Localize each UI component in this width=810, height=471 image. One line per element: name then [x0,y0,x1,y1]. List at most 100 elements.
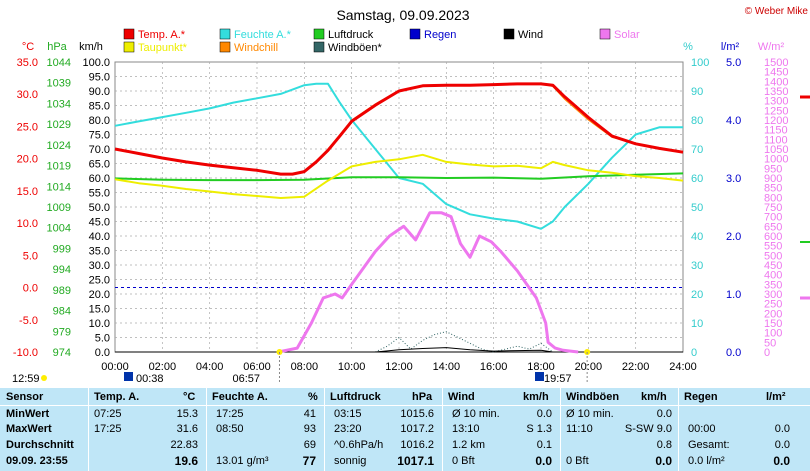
table-cell: 0.0 l/m² [688,455,725,467]
pressure-tick: 1029 [47,119,71,131]
rain-tick: 5.0 [726,57,741,69]
wind-tick: 70.0 [89,144,110,156]
header-temp-unit: °C [183,391,196,403]
table-cell: Ø 10 min. [566,408,614,420]
table-cell: 0.0 [655,454,672,468]
solar-tick: 200 [764,308,782,320]
legend-swatch [123,41,135,53]
pressure-tick: 1014 [47,181,71,193]
moon-marker [41,375,47,381]
row-label: MaxWert [6,423,52,435]
solar-tick: 1450 [764,67,788,79]
solar-tick: 1300 [764,96,788,108]
solar-tick: 1400 [764,76,788,88]
temp-tick: 15.0 [17,186,38,198]
legend-swatch [313,28,325,40]
legend-swatch [409,28,421,40]
table-cell: Gesamt: [688,439,730,451]
weather-chart: Samstag, 09.09.2023 © Weber Mike Temp. A… [12,6,810,385]
humidity-tick: 40 [691,231,703,243]
row-label: Durchschnitt [6,439,74,451]
solar-tick: 1000 [764,154,788,166]
solar-tick: 950 [764,163,782,175]
table-cell: sonnig [334,455,367,467]
wind-tick: 0.0 [95,347,110,359]
moon-icon [124,372,133,381]
temp-tick: 25.0 [17,121,38,133]
legend-label: Regen [424,29,456,41]
solar-tick: 1150 [764,125,788,137]
solar-tick: 1050 [764,144,788,156]
time-tick: 06:00 [243,361,271,373]
table-cell: 1016.2 [400,439,434,451]
wind-tick: 75.0 [89,130,110,142]
temp-tick: -5.0 [19,315,38,327]
wind-tick: 90.0 [89,86,110,98]
wind-tick: 30.0 [89,260,110,272]
solar-tick: 1500 [764,57,788,69]
header-pressure: Luftdruck [330,391,381,403]
solar-tick: 600 [764,231,782,243]
rain-tick: 2.0 [726,231,741,243]
table-cell: ^0.6hPa/h [334,439,384,451]
header-humidity-unit: % [308,391,318,403]
solar-tick: 500 [764,250,782,262]
header-gust-unit: km/h [641,391,667,403]
solar-tick: 1200 [764,115,788,127]
pressure-tick: 979 [53,326,71,338]
legend-label: Solar [614,29,640,41]
rain-tick: 4.0 [726,115,741,127]
col-divider [678,388,679,471]
row-label: 09.09. 23:55 [6,455,68,467]
table-cell: 0.1 [536,439,552,451]
solar-tick: 1100 [764,134,788,146]
table-cell: 0.0 [656,408,672,420]
legend-label: Windböen* [328,42,383,54]
pressure-tick: 999 [53,243,71,255]
time-tick: 24:00 [669,361,697,373]
time-tick: 08:00 [291,361,319,373]
moonset-label: 12:59 [12,373,40,385]
moonrise-label: 00:38 [136,373,164,385]
solar-tick: 800 [764,192,782,204]
time-tick: 12:00 [385,361,413,373]
humidity-tick: 60 [691,173,703,185]
pressure-tick: 1009 [47,202,71,214]
series-luftdruck [114,172,684,182]
time-tick: 02:00 [149,361,177,373]
table-cell: 08:50 [216,423,244,435]
humidity-tick: 70 [691,144,703,156]
table-cell: S-SW 9.0 [624,423,672,435]
legend-swatch [123,28,135,40]
pressure-tick: 984 [53,306,71,318]
time-tick: 14:00 [433,361,461,373]
pressure-tick: 989 [53,285,71,297]
table-cell: S 1.3 [526,423,552,435]
legend: Temp. A.* Feuchte A.* Luftdruck Regen Wind So… [123,28,640,54]
humidity-tick: 0 [691,347,697,359]
chart-title: Samstag, 09.09.2023 [336,7,469,23]
table-cell: 93 [303,423,316,435]
axis-ticks: 35.0 30.0 25.0 20.0 15.0 10.0 5.0 0.0 -5.0 -10.0 1… [13,57,789,373]
table-cell: 1017.2 [400,423,434,435]
legend-label: Windchill [234,42,278,54]
wind-tick: 35.0 [89,246,110,258]
wind-tick: 80.0 [89,115,110,127]
table-cell: 07:25 [94,408,122,420]
temp-tick: -10.0 [13,347,38,359]
solar-tick: 850 [764,183,782,195]
table-cell: 03:15 [334,408,362,420]
table-cell: 1017.1 [397,454,434,468]
sun-moon-row: 12:59 00:38 06:57 19:57 [12,349,591,385]
temp-tick: 35.0 [17,57,38,69]
wind-tick: 60.0 [89,173,110,185]
grid [115,62,683,352]
table-cell: 13:10 [452,423,480,435]
solar-tick: 100 [764,328,782,340]
pressure-tick: 1024 [47,140,71,152]
pressure-tick: 1019 [47,161,71,173]
solar-tick: 400 [764,270,782,282]
pressure-tick: 1039 [47,78,71,90]
wind-tick: 15.0 [89,304,110,316]
time-tick: 16:00 [480,361,508,373]
